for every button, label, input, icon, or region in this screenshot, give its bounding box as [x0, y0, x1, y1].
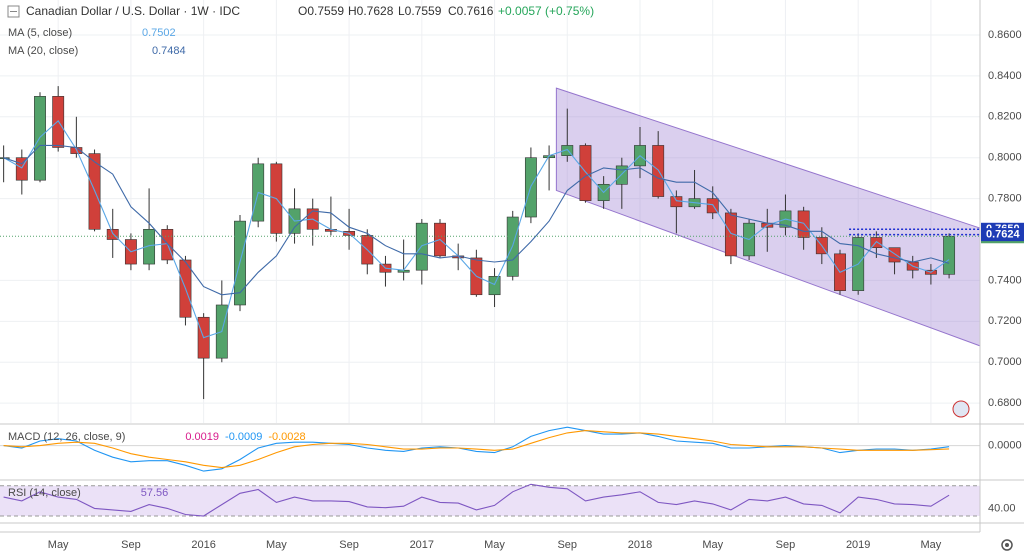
- candle-body: [943, 235, 956, 275]
- indicator-value: 0.0019: [185, 431, 219, 443]
- symbol-title: Canadian Dollar / U.S. Dollar · 1W · IDC: [26, 4, 240, 18]
- rsi-band: [0, 485, 980, 516]
- x-tick-label: 2018: [628, 539, 652, 551]
- y-tick-label: 0.7400: [988, 274, 1022, 286]
- candle-body: [106, 228, 119, 240]
- x-tick-label: Sep: [776, 539, 796, 551]
- indicator-title: RSI (14, close): [8, 487, 81, 499]
- legend-name: MA (20, close): [8, 45, 78, 57]
- x-tick-label: May: [48, 539, 69, 551]
- candle-body: [888, 247, 901, 263]
- x-tick-label: May: [266, 539, 287, 551]
- indicator-value: -0.0009: [225, 431, 262, 443]
- ohlc-close: C0.7616: [448, 4, 494, 18]
- indicator-line: [3, 483, 950, 517]
- indicator-value: -0.0028: [268, 431, 305, 443]
- x-tick-label: Sep: [557, 539, 577, 551]
- y-tick-label: 0.6800: [988, 397, 1022, 409]
- y-tick-label: 40.00: [988, 502, 1016, 514]
- indicator-title: MACD (12, 26, close, 9): [8, 431, 125, 443]
- y-tick-label: 0.8200: [988, 111, 1022, 123]
- candle-body: [706, 198, 719, 214]
- legend-value: 0.7484: [152, 45, 186, 57]
- x-tick-label: 2019: [846, 539, 870, 551]
- ma-line: [3, 144, 950, 296]
- ohlc-low: L0.7559: [398, 4, 442, 18]
- candle-body: [488, 276, 501, 296]
- level-box: [981, 228, 1024, 242]
- x-tick-label: Sep: [339, 539, 359, 551]
- candle-body: [143, 228, 156, 265]
- y-tick-label: 0.8400: [988, 70, 1022, 82]
- legend-name: MA (5, close): [8, 27, 72, 39]
- candle-body: [52, 96, 65, 148]
- x-tick-label: May: [921, 539, 942, 551]
- y-tick-label: 0.8600: [988, 29, 1022, 41]
- y-tick-label: 0.8000: [988, 152, 1022, 164]
- y-tick-label: 0.7000: [988, 356, 1022, 368]
- y-tick-label: 0.0000: [988, 440, 1022, 452]
- candle-body: [724, 212, 737, 257]
- x-tick-label: Sep: [121, 539, 141, 551]
- gear-center: [1005, 543, 1009, 547]
- price-change: +0.0057 (+0.75%): [498, 4, 594, 18]
- candle-body: [15, 157, 28, 181]
- ma-line: [3, 120, 950, 339]
- x-tick-label: May: [484, 539, 505, 551]
- indicator-line: [3, 430, 950, 469]
- candle-body: [615, 165, 628, 185]
- ohlc-open: O0.7559: [298, 4, 344, 18]
- indicator-line: [3, 426, 950, 472]
- level-label: 0.7624: [986, 229, 1021, 241]
- x-tick-label: May: [702, 539, 723, 551]
- candle-body: [561, 145, 574, 156]
- candle-body: [797, 210, 810, 238]
- x-tick-label: 2017: [410, 539, 434, 551]
- y-tick-label: 0.7200: [988, 315, 1022, 327]
- indicator-value: 57.56: [141, 487, 169, 499]
- y-tick-label: 0.7800: [988, 193, 1022, 205]
- x-tick-label: 2016: [191, 539, 215, 551]
- gear: [1001, 539, 1013, 551]
- ohlc-high: H0.7628: [348, 4, 394, 18]
- candle-body: [579, 145, 592, 201]
- collapse-button[interactable]: [7, 5, 20, 18]
- candle-body: [870, 237, 883, 249]
- events-icon[interactable]: [952, 400, 970, 418]
- settings-icon[interactable]: [1001, 539, 1013, 551]
- legend-value: 0.7502: [142, 27, 176, 39]
- candle-body: [415, 222, 428, 271]
